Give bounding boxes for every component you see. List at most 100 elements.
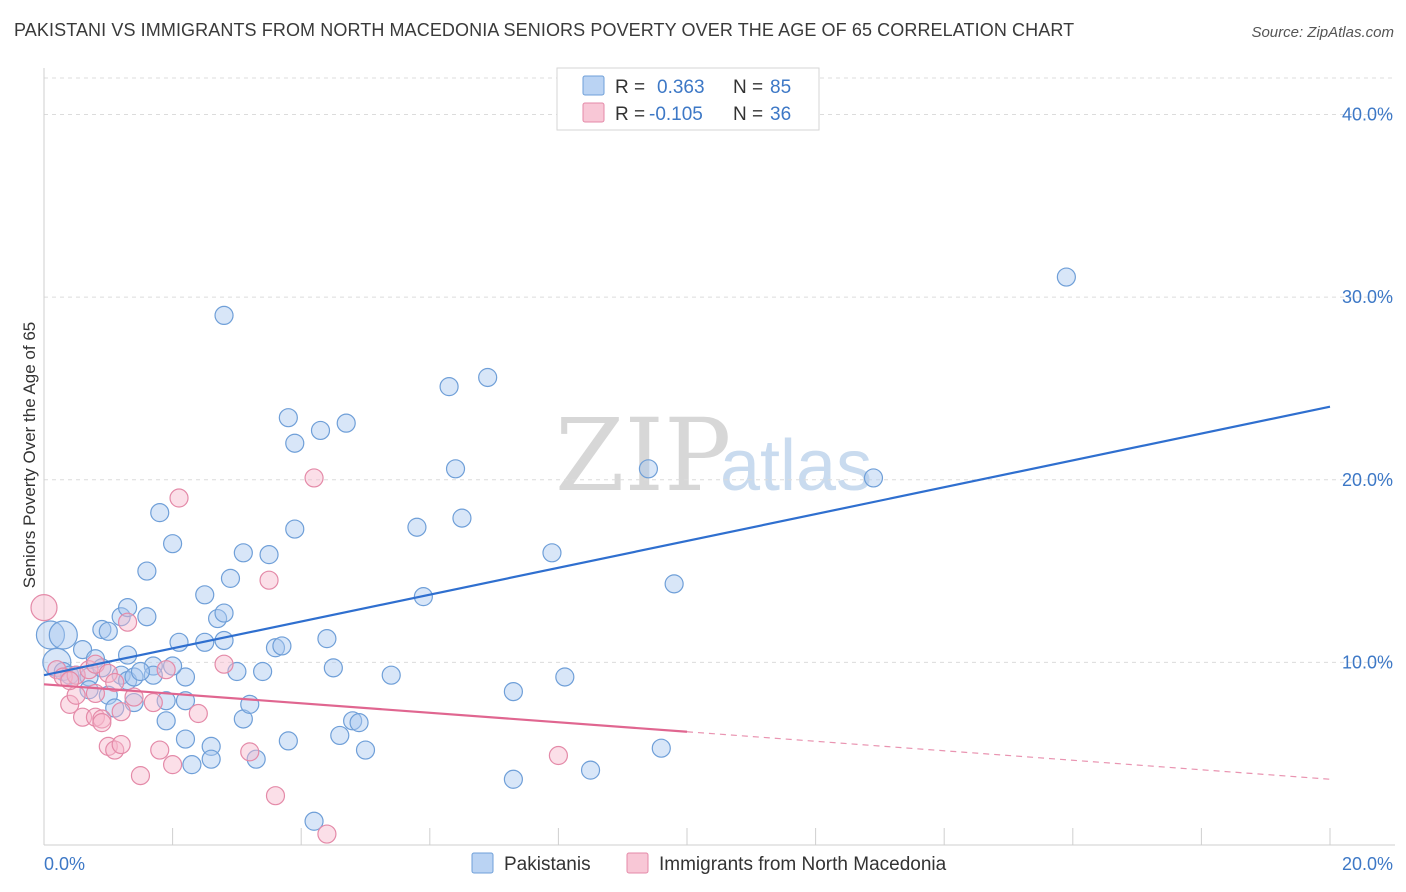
pakistanis-point (105, 698, 125, 718)
pakistanis-point (42, 647, 72, 677)
y-axis-label: Seniors Poverty Over the Age of 65 (20, 322, 39, 588)
pakistanis-point (651, 738, 671, 758)
pakistanis-point (246, 749, 266, 769)
legend-r-value-2: -0.105 (649, 104, 703, 125)
pakistanis-point (130, 661, 151, 682)
macedonia-trend-line-dashed (686, 731, 1331, 780)
pakistanis-point (323, 658, 343, 678)
pakistanis-point (214, 603, 234, 623)
watermark-atlas: atlas (720, 426, 872, 506)
macedonia-point (188, 703, 208, 724)
pakistanis-point (233, 543, 253, 563)
macedonia-point (143, 692, 163, 713)
pakistanis-point (452, 508, 472, 528)
pakistanis-point (304, 811, 324, 831)
pakistanis-point (278, 731, 298, 751)
watermark-zip: ZIP (555, 397, 731, 514)
pakistanis-point (195, 585, 215, 605)
y-tick-label-10: 10.0% (1342, 652, 1393, 672)
legend-r-label-2: R = (615, 104, 645, 125)
macedonia-point (265, 786, 286, 806)
pakistanis-point (445, 459, 466, 479)
legend-n-value-1: 85 (770, 77, 791, 98)
macedonia-point (156, 660, 176, 680)
data-points (30, 267, 1076, 844)
bottom-legend-label-pakistanis: Pakistanis (504, 854, 591, 875)
macedonia-point (92, 713, 112, 733)
top-legend: R = 0.363 N = 85 R = -0.105 N = 36 (556, 67, 820, 131)
pakistanis-point (220, 568, 241, 588)
pakistanis-trend-line (43, 405, 1331, 677)
grid-lines (44, 77, 1395, 663)
bottom-legend-swatch-pakistanis (471, 852, 494, 874)
bottom-legend-swatch-macedonia (626, 852, 649, 874)
macedonia-point (317, 824, 337, 844)
macedonia-point (111, 734, 131, 755)
pakistanis-point (555, 667, 575, 687)
pakistanis-point (580, 760, 601, 780)
pakistanis-point (214, 305, 234, 326)
pakistanis-point (503, 769, 523, 789)
macedonia-point (240, 742, 260, 762)
pakistanis-point (285, 433, 305, 453)
legend-r-label-1: R = (615, 77, 645, 98)
pakistanis-point (117, 645, 138, 665)
pakistanis-point (175, 729, 196, 749)
pakistanis-point (265, 638, 286, 658)
macedonia-point (169, 488, 189, 508)
pakistanis-point (478, 367, 498, 388)
pakistanis-point (150, 503, 170, 523)
pakistanis-point (163, 656, 183, 676)
axes (43, 68, 1395, 846)
legend-n-value-2: 36 (770, 104, 791, 125)
trend-lines (43, 405, 1331, 780)
pakistanis-point (355, 740, 376, 760)
pakistanis-point (137, 561, 157, 581)
pakistanis-point (137, 607, 157, 627)
macedonia-point (130, 766, 151, 786)
pakistanis-point (336, 413, 356, 433)
source-label: Source: ZipAtlas.com (1251, 24, 1394, 41)
pakistanis-point (285, 519, 305, 539)
macedonia-point (30, 593, 58, 622)
pakistanis-point (272, 636, 292, 656)
bottom-legend-label-macedonia: Immigrants from North Macedonia (659, 854, 947, 875)
y-tick-label-20: 20.0% (1342, 470, 1393, 490)
pakistanis-point (214, 630, 234, 651)
legend-swatch-macedonia (582, 102, 605, 123)
macedonia-point (105, 672, 125, 693)
macedonia-point (163, 755, 183, 775)
x-tick-label-0: 0.0% (44, 854, 85, 874)
pakistanis-point (330, 725, 350, 746)
pakistanis-point (48, 620, 78, 650)
pakistanis-point (863, 468, 884, 488)
pakistanis-point (542, 543, 562, 563)
pakistanis-point (156, 711, 176, 731)
pakistanis-point (259, 545, 279, 565)
pakistanis-point (381, 665, 401, 685)
macedonia-point (124, 687, 144, 707)
macedonia-point (111, 702, 131, 722)
x-tick-label-20: 20.0% (1342, 854, 1393, 874)
bottom-legend: Pakistanis Immigrants from North Macedon… (471, 852, 947, 875)
macedonia-point (259, 570, 279, 590)
tick-labels: 10.0% 20.0% 30.0% 40.0% 0.0% 20.0% (44, 105, 1393, 874)
pakistanis-point (317, 629, 337, 649)
macedonia-trend-line (43, 683, 688, 733)
pakistanis-point (98, 621, 118, 641)
pakistanis-point (349, 713, 369, 733)
pakistanis-point (439, 377, 459, 397)
pakistanis-point (182, 755, 202, 775)
pakistanis-point (92, 619, 112, 640)
pakistanis-point (117, 597, 138, 618)
macedonia-point (214, 654, 234, 674)
pakistanis-point (253, 661, 273, 682)
pakistanis-point (503, 681, 523, 702)
pakistanis-point (343, 711, 363, 731)
legend-n-label-1: N = (733, 77, 763, 98)
pakistanis-point (163, 534, 183, 554)
pakistanis-point (175, 691, 196, 711)
legend-r-value-1: 0.363 (657, 77, 705, 98)
pakistanis-point (664, 574, 684, 594)
